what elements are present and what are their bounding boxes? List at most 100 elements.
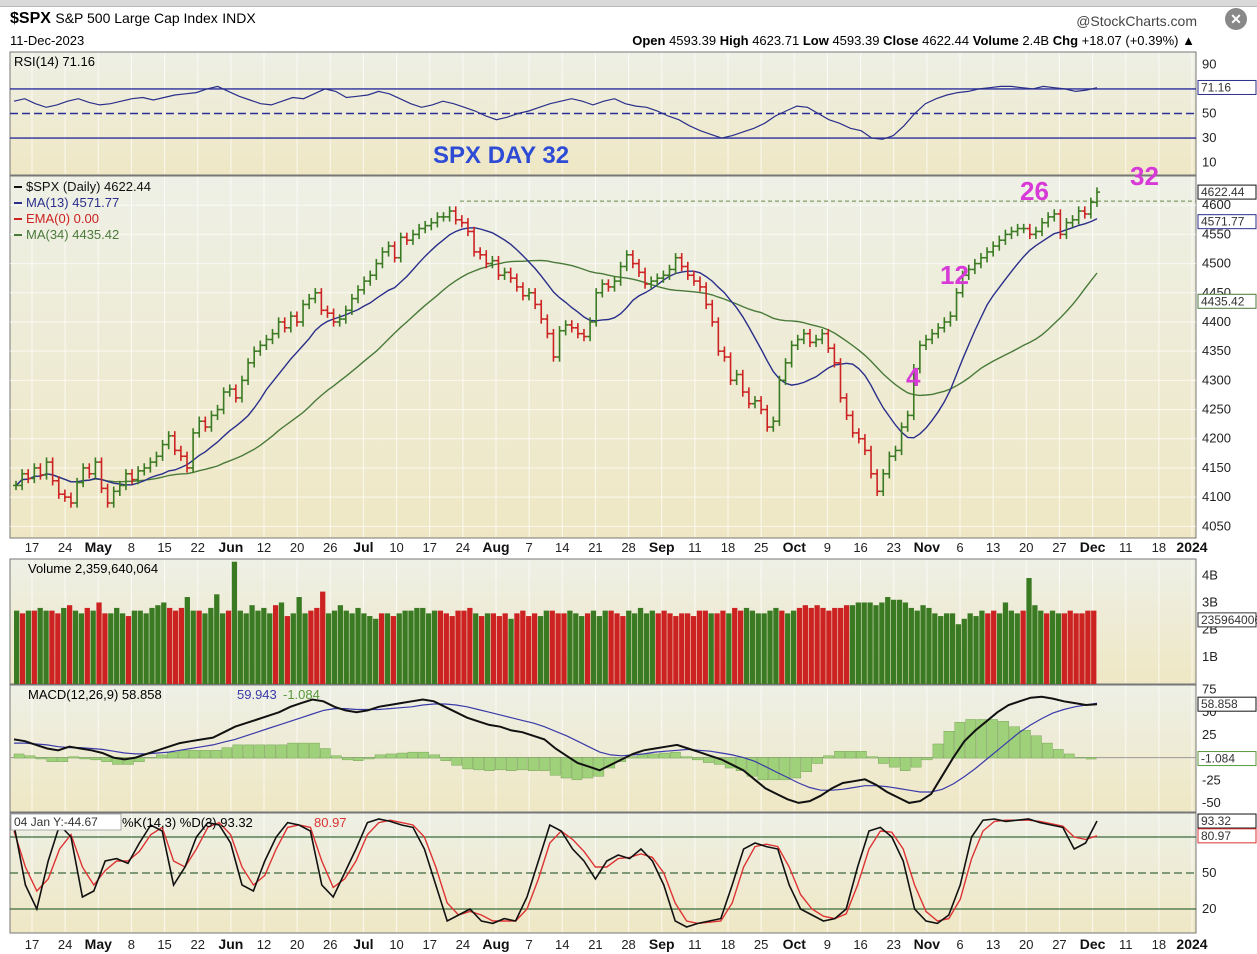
volume-bar xyxy=(573,613,579,684)
y-tick-label: 3B xyxy=(1202,594,1218,609)
price-tag: 93.32 xyxy=(1201,814,1231,828)
price-tag-box xyxy=(1197,293,1257,309)
volume-bar xyxy=(655,613,661,684)
macd-histogram-bar xyxy=(702,757,714,763)
macd-histogram-bar xyxy=(932,743,944,759)
volume-bar xyxy=(155,605,161,684)
volume-bar xyxy=(367,616,373,684)
volume-bar xyxy=(543,610,550,684)
volume-bar xyxy=(102,613,108,684)
macd-histogram-bar xyxy=(1053,749,1064,759)
volume-bar xyxy=(1055,613,1062,684)
macd-histogram-bar xyxy=(265,744,276,759)
volume-bar xyxy=(849,605,856,684)
volume-bar xyxy=(838,607,844,684)
x-tick-label: 15 xyxy=(157,937,171,952)
volume-bar xyxy=(773,607,779,684)
volume-bar xyxy=(537,616,544,684)
volume-bar xyxy=(767,610,773,684)
macd-histogram-bar xyxy=(199,750,211,759)
x-tick-label: Aug xyxy=(482,936,509,952)
macd-histogram-bar xyxy=(648,753,659,759)
volume-bar xyxy=(349,613,355,684)
volume-bar xyxy=(431,610,438,684)
stoch-legend: %K(14,3) %D(3) 93.32 xyxy=(122,815,253,830)
x-tick-label: 24 xyxy=(58,937,72,952)
volume-bar xyxy=(608,610,614,684)
x-tick-label: Sep xyxy=(649,936,675,952)
macd-histogram-bar xyxy=(1009,726,1020,759)
open-value: 4593.39 xyxy=(669,33,717,48)
volume-bar xyxy=(814,605,820,684)
cursor-readout-box xyxy=(10,813,122,831)
x-tick-label: 8 xyxy=(128,540,135,555)
volume-bar xyxy=(390,616,396,684)
volume-bar xyxy=(932,613,938,684)
volume-bar xyxy=(684,613,691,684)
chart-symbol: $SPX S&P 500 Large Cap Index INDX xyxy=(10,10,256,28)
volume-bar xyxy=(808,607,814,684)
ohlc-readout: Open 4593.39 High 4623.71 Low 4593.39 Cl… xyxy=(632,33,1195,48)
count-label: 4 xyxy=(906,362,921,392)
chart-date: 11-Dec-2023 xyxy=(10,33,85,48)
x-tick-label: 11 xyxy=(1119,540,1133,555)
x-tick-label: Dec xyxy=(1080,539,1106,555)
x-tick-label: 24 xyxy=(456,937,470,952)
low-value: 4593.39 xyxy=(832,33,880,48)
open-label: Open xyxy=(632,33,666,48)
volume-bar xyxy=(408,610,414,684)
symbol-exchange: INDX xyxy=(222,10,256,26)
macd-histogram-bar xyxy=(692,757,703,761)
volume-bar xyxy=(620,616,626,684)
volume-bar xyxy=(943,613,950,684)
volume-bar xyxy=(243,613,249,684)
volume-bar xyxy=(443,613,449,684)
price-tag-box xyxy=(1197,751,1257,767)
volume-bar xyxy=(714,613,720,684)
high-value: 4623.71 xyxy=(752,33,800,48)
volume-bar xyxy=(749,610,756,684)
macd-histogram-bar xyxy=(670,751,681,759)
x-tick-label: May xyxy=(85,539,112,555)
volume-bar xyxy=(614,613,620,684)
x-tick-label: Nov xyxy=(914,539,941,555)
volume-bar xyxy=(1044,613,1050,684)
volume-bar xyxy=(55,613,61,684)
volume-bar xyxy=(720,610,726,684)
macd-histogram-bar xyxy=(538,757,550,771)
macd-histogram-bar xyxy=(134,757,145,762)
volume-bar xyxy=(208,607,214,684)
close-icon[interactable]: ✕ xyxy=(1225,8,1247,30)
macd-histogram-bar xyxy=(659,752,670,759)
price-tag-box xyxy=(1197,696,1257,712)
x-tick-label: 6 xyxy=(956,540,963,555)
volume-bar xyxy=(531,613,538,684)
macd-histogram-bar xyxy=(68,756,80,759)
volume-bar xyxy=(25,610,32,684)
volume-bar xyxy=(896,599,903,684)
x-tick-label: 11 xyxy=(688,540,702,555)
volume-bar xyxy=(979,610,985,684)
volume-bar xyxy=(66,605,73,684)
volume-bar xyxy=(290,613,296,684)
volume-bar xyxy=(178,607,185,684)
y-tick-label: 4500 xyxy=(1202,256,1231,271)
x-tick-label: 13 xyxy=(986,540,1000,555)
volume-bar xyxy=(885,597,891,684)
x-tick-label: 12 xyxy=(257,937,271,952)
y-tick-label: 30 xyxy=(1202,130,1216,145)
y-tick-label: 50 xyxy=(1202,865,1216,880)
macd-histogram-bar xyxy=(1085,757,1097,760)
y-tick-label: 20 xyxy=(1202,901,1216,916)
x-tick-label: 9 xyxy=(824,540,831,555)
volume-bar xyxy=(237,610,243,684)
price-tag: 80.97 xyxy=(1201,829,1231,843)
macd-histogram-bar xyxy=(79,757,90,760)
volume-bar xyxy=(119,613,126,684)
volume-bar xyxy=(272,605,279,684)
volume-bar xyxy=(855,602,861,684)
panel-price-frame xyxy=(9,175,1197,539)
volume-bar xyxy=(985,613,991,684)
x-tick-label: 23 xyxy=(886,540,900,555)
macd-histogram-bar xyxy=(593,757,605,777)
